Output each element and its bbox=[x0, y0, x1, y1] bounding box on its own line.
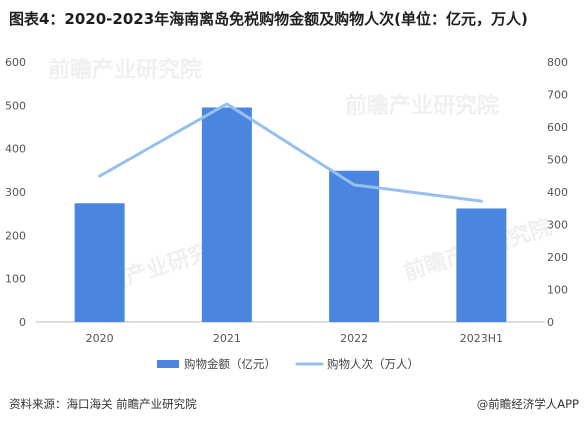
brand-note: @前瞻经济学人APP bbox=[476, 397, 579, 411]
bar bbox=[329, 170, 380, 322]
x-axis: 2020 2021 2022 2023H1 bbox=[86, 332, 503, 345]
legend-label: 购物人次（万人） bbox=[327, 357, 419, 371]
bar-series bbox=[74, 107, 507, 322]
series-line bbox=[98, 102, 483, 203]
left-tick-label: 300 bbox=[5, 186, 26, 199]
legend: 购物金额（亿元） 购物人次（万人） bbox=[157, 357, 419, 371]
source-note: 资料来源：海口海关 前瞻产业研究院 bbox=[9, 397, 197, 411]
x-tick-label: 2020 bbox=[86, 332, 114, 345]
left-tick-label: 400 bbox=[5, 143, 26, 156]
right-tick-label: 100 bbox=[547, 284, 568, 297]
x-tick-label: 2022 bbox=[340, 332, 368, 345]
left-tick-label: 100 bbox=[5, 273, 26, 286]
right-tick-label: 600 bbox=[547, 121, 568, 134]
legend-swatch-bar bbox=[157, 360, 179, 368]
legend-label: 购物金额（亿元） bbox=[184, 357, 276, 371]
bar bbox=[201, 107, 252, 322]
right-tick-label: 400 bbox=[547, 186, 568, 199]
page-title: 图表4：2020-2023年海南离岛免税购物金额及购物人次(单位：亿元，万人) bbox=[9, 10, 528, 28]
right-tick-label: 500 bbox=[547, 154, 568, 167]
left-tick-label: 600 bbox=[5, 56, 26, 69]
left-axis: 0 100 200 300 400 500 600 bbox=[5, 56, 26, 329]
right-tick-label: 800 bbox=[547, 56, 568, 69]
x-tick-label: 2021 bbox=[213, 332, 241, 345]
right-tick-label: 200 bbox=[547, 251, 568, 264]
right-tick-label: 300 bbox=[547, 219, 568, 232]
bar bbox=[74, 203, 125, 322]
left-tick-label: 0 bbox=[19, 316, 26, 329]
left-tick-label: 200 bbox=[5, 229, 26, 242]
line-series bbox=[98, 102, 483, 203]
right-tick-label: 700 bbox=[547, 89, 568, 102]
x-tick-label: 2023H1 bbox=[460, 332, 503, 345]
right-tick-label: 0 bbox=[547, 316, 554, 329]
right-axis: 0 100 200 300 400 500 600 700 800 bbox=[547, 56, 568, 329]
bar bbox=[456, 208, 507, 322]
left-tick-label: 500 bbox=[5, 99, 26, 112]
